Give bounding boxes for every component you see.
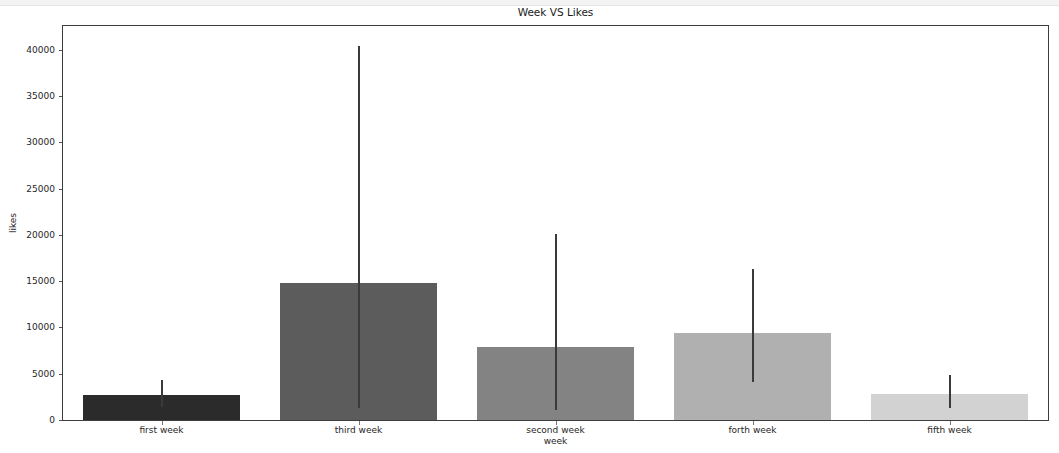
y-tick-label-5000: 5000 [0,369,55,379]
x-tick-mark-second-week [556,421,557,425]
x-tick-label-third-week: third week [299,425,419,435]
x-tick-label-first-week: first week [102,425,222,435]
y-tick-label-40000: 40000 [0,45,55,55]
y-tick-label-35000: 35000 [0,91,55,101]
y-tick-mark-0 [59,420,63,421]
y-tick-label-10000: 10000 [0,322,55,332]
error-bar-fifth-week [949,375,951,409]
y-tick-mark-20000 [59,235,63,236]
chart-figure: Week VS Likes first week third week second… [0,0,1059,453]
y-tick-mark-30000 [59,142,63,143]
y-tick-mark-10000 [59,327,63,328]
y-axis-label: likes [8,213,18,233]
x-tick-mark-forth-week [753,421,754,425]
y-tick-label-30000: 30000 [0,137,55,147]
y-tick-mark-5000 [59,374,63,375]
x-tick-label-forth-week: forth week [693,425,813,435]
x-tick-mark-first-week [162,421,163,425]
x-tick-label-fifth-week: fifth week [890,425,1010,435]
error-bar-second-week [555,234,557,410]
plot-area [62,25,1049,421]
x-tick-label-second-week: second week [496,425,616,435]
y-tick-label-25000: 25000 [0,184,55,194]
y-tick-mark-35000 [59,96,63,97]
error-bar-first-week [161,380,163,407]
y-tick-label-0: 0 [0,415,55,425]
y-tick-mark-25000 [59,189,63,190]
x-tick-mark-fifth-week [950,421,951,425]
error-bar-forth-week [752,269,754,381]
y-tick-label-15000: 15000 [0,276,55,286]
x-axis-label: week [62,436,1049,446]
error-bar-third-week [358,46,360,408]
y-tick-mark-15000 [59,281,63,282]
chart-title: Week VS Likes [62,6,1049,18]
y-tick-mark-40000 [59,50,63,51]
x-tick-mark-third-week [359,421,360,425]
